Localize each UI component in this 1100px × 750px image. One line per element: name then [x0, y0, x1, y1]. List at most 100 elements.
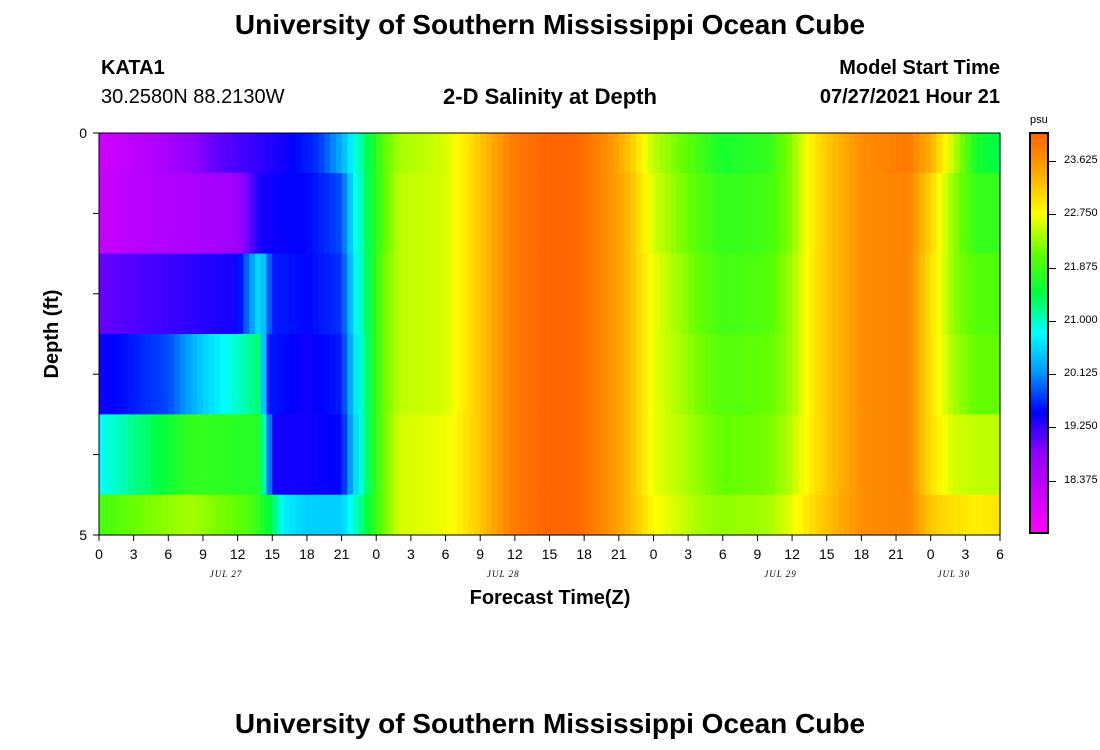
heatmap-cell — [468, 133, 476, 174]
heatmap-cell — [272, 173, 279, 255]
heatmap-cell — [688, 494, 695, 536]
heatmap-cell — [670, 414, 678, 496]
heatmap-cell — [208, 494, 216, 536]
heatmap-cell — [849, 414, 857, 496]
heatmap-cell — [497, 133, 504, 174]
heatmap-cell — [537, 414, 545, 496]
heatmap-cell — [480, 133, 487, 174]
heatmap-cell — [497, 253, 504, 335]
heatmap-cell — [312, 334, 320, 415]
heatmap-cell — [445, 173, 452, 255]
heatmap-cell — [272, 253, 279, 335]
heatmap-cell — [532, 414, 539, 496]
heatmap-cell — [745, 173, 753, 255]
heatmap-cell — [376, 334, 383, 415]
colorbar-tick-label: 21.875 — [1064, 260, 1098, 273]
heatmap-cell — [566, 334, 574, 415]
heatmap-cell — [809, 414, 816, 496]
heatmap-cell — [283, 494, 291, 536]
heatmap-cell — [884, 253, 891, 335]
heatmap-cell — [179, 173, 187, 255]
x-tick-label: 18 — [576, 546, 592, 562]
heatmap-cell — [428, 414, 435, 496]
heatmap-cell — [243, 494, 250, 536]
heatmap-cell — [520, 173, 527, 255]
heatmap-cell — [728, 133, 735, 174]
heatmap-cell — [653, 133, 660, 174]
heatmap-cell — [358, 253, 366, 335]
heatmap-cell — [347, 334, 354, 415]
heatmap-cell — [607, 334, 614, 415]
heatmap-cell — [659, 173, 666, 255]
heatmap-cell — [561, 133, 568, 174]
heatmap-cell — [358, 133, 366, 174]
heatmap-cell — [561, 253, 568, 335]
heatmap-cell — [231, 173, 239, 255]
heatmap-cell — [861, 414, 868, 496]
heatmap-cell — [318, 173, 325, 255]
heatmap-cell — [722, 173, 730, 255]
heatmap-cell — [890, 253, 897, 335]
heatmap-cell — [936, 173, 943, 255]
heatmap-cell — [665, 253, 672, 335]
heatmap-cell — [676, 133, 683, 174]
heatmap-cell — [907, 414, 914, 496]
heatmap-cell — [185, 253, 193, 335]
heatmap-cell — [330, 414, 337, 496]
heatmap-cell — [878, 133, 886, 174]
heatmap-cell — [208, 334, 216, 415]
heatmap-cell — [584, 253, 591, 335]
heatmap-cell — [624, 494, 631, 536]
y-tick-label: 0 — [79, 125, 87, 141]
heatmap-cell — [133, 494, 141, 536]
heatmap-cell — [382, 414, 389, 496]
model-start-label: Model Start Time — [839, 57, 1000, 79]
x-tick-label: 12 — [230, 546, 246, 562]
heatmap-cell — [907, 494, 914, 536]
heatmap-cell — [555, 173, 562, 255]
heatmap-cell — [948, 334, 955, 415]
heatmap-cell — [330, 133, 337, 174]
heatmap-cell — [353, 334, 360, 415]
heatmap-cell — [214, 253, 221, 335]
x-tick-label: 15 — [819, 546, 835, 562]
heatmap-cell — [613, 414, 620, 496]
heatmap-cell — [792, 414, 799, 496]
heatmap-cell — [150, 334, 158, 415]
heatmap-cell — [930, 173, 938, 255]
heatmap-cell — [693, 253, 701, 335]
heatmap-cell — [272, 133, 279, 174]
heatmap-cell — [364, 173, 372, 255]
heatmap-cell — [924, 253, 932, 335]
heatmap-cell — [410, 494, 418, 536]
heatmap-cell — [797, 414, 805, 496]
heatmap-cell — [174, 253, 181, 335]
heatmap-cell — [99, 334, 106, 415]
heatmap-cell — [301, 133, 308, 174]
heatmap-cell — [630, 494, 637, 536]
heatmap-cell — [844, 494, 851, 536]
colorbar-tick-mark — [1049, 374, 1056, 376]
heatmap-cell — [491, 173, 499, 255]
heatmap-cell — [578, 253, 585, 335]
heatmap-cell — [768, 253, 776, 335]
heatmap-cell — [278, 334, 285, 415]
heatmap-cell — [878, 334, 886, 415]
heatmap-cell — [254, 253, 262, 335]
heatmap-cell — [942, 414, 949, 496]
heatmap-cell — [919, 173, 926, 255]
date-label: JUL 28 — [487, 569, 520, 579]
heatmap-cell — [757, 133, 764, 174]
x-tick-label: 15 — [542, 546, 558, 562]
heatmap-cell — [433, 173, 441, 255]
heatmap-cell — [913, 494, 920, 536]
heatmap-cell — [688, 253, 695, 335]
heatmap-cell — [116, 334, 123, 415]
heatmap-cell — [497, 414, 504, 496]
heatmap-cell — [786, 334, 793, 415]
heatmap-cell — [768, 414, 776, 496]
x-tick-label: 0 — [650, 546, 658, 562]
heatmap-cell — [676, 173, 683, 255]
heatmap-cell — [919, 414, 926, 496]
heatmap-cell — [405, 334, 412, 415]
